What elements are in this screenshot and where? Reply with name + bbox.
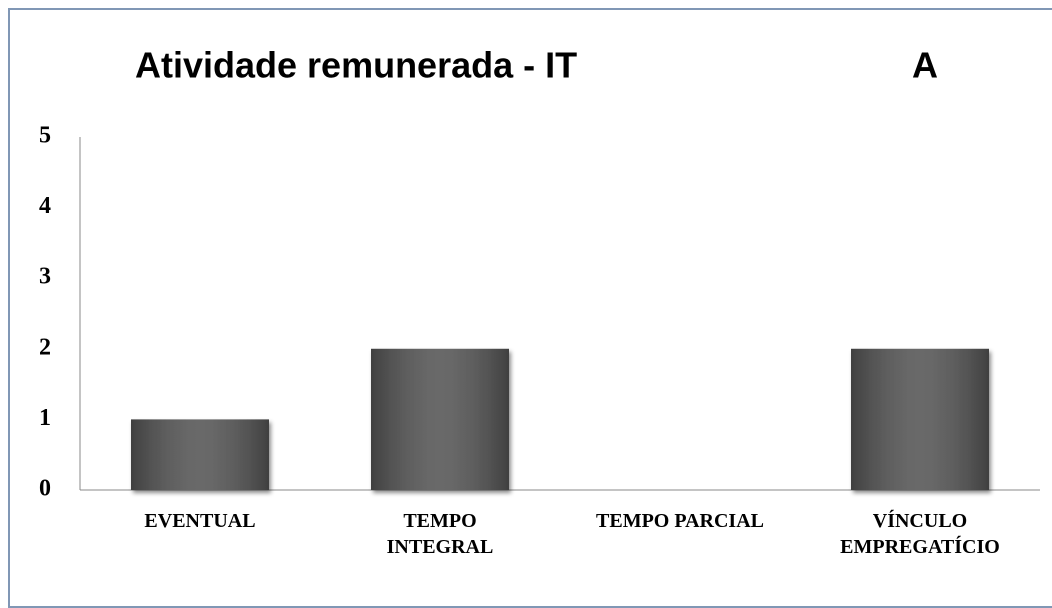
x-tick-label: TEMPO INTEGRAL: [386, 510, 494, 558]
y-tick-label: 5: [39, 123, 51, 149]
bar-shade: [131, 419, 269, 490]
bar-group: [851, 348, 989, 490]
y-tick-label: 3: [39, 264, 51, 290]
y-tick-label: 4: [39, 193, 51, 219]
page: {"chart_data": {"type": "bar", "title": …: [8, 8, 1052, 608]
chart-title: Atividade remunerada - IT: [135, 45, 577, 86]
y-tick-label: 1: [39, 405, 51, 431]
y-tick-label: 0: [39, 476, 51, 502]
bar-shade: [371, 348, 509, 490]
x-tick-label: EVENTUAL: [144, 510, 256, 532]
annotation: A: [912, 45, 938, 86]
x-tick-label: TEMPO PARCIAL: [596, 510, 764, 532]
x-tick-label: VÍNCULO EMPREGATÍCIO: [840, 510, 1000, 558]
bar-group: [131, 419, 269, 490]
bar-group: [371, 348, 509, 490]
y-tick-label: 2: [39, 334, 51, 360]
chart: Atividade remunerada - IT A 0 1 2 3 4 5: [39, 45, 1040, 502]
bar-shade: [851, 348, 989, 490]
